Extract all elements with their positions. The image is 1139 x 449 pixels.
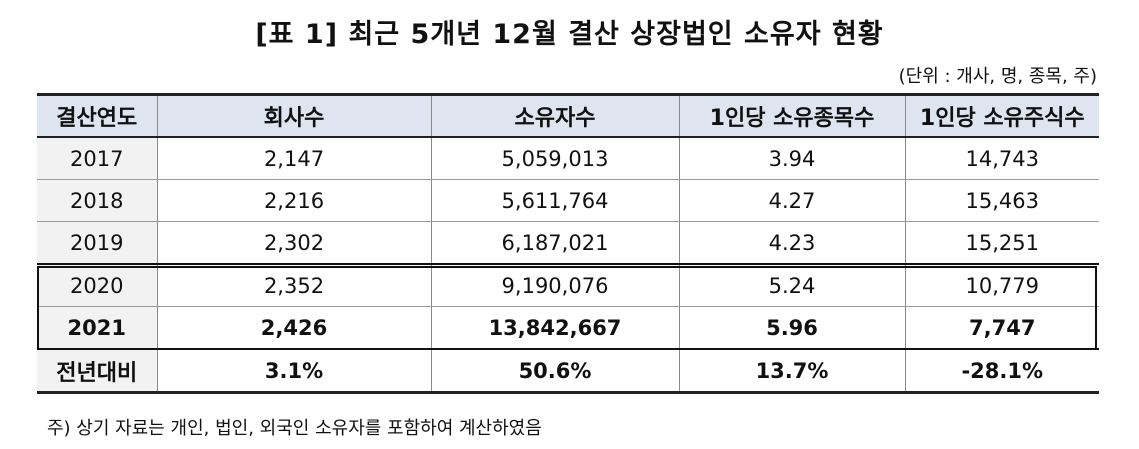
header-year: 결산연도: [37, 93, 158, 138]
cell-label: 전년대비: [37, 348, 158, 394]
cell-year: 2018: [37, 179, 158, 222]
table-row-highlight: 2021 2,426 13,842,667 5.96 7,747: [37, 306, 1099, 350]
unit-note: (단위 : 개사, 명, 종목, 주): [898, 66, 1097, 87]
cell-year: 2019: [37, 221, 158, 265]
cell-stocks-per-owner: 5.96: [678, 306, 906, 350]
table-row: 2017 2,147 5,059,013 3.94 14,743: [37, 136, 1099, 180]
header-shares-per-owner: 1인당 소유주식수: [904, 93, 1099, 138]
shareholder-table: 결산연도 회사수 소유자수 1인당 소유종목수 1인당 소유주식수 2017 2…: [37, 93, 1099, 394]
footnote: 주) 상기 자료는 개인, 법인, 외국인 소유자를 포함하여 계산하였음: [47, 418, 542, 439]
cell-companies: 2,216: [156, 179, 432, 222]
cell-stocks-per-owner: 3.94: [678, 136, 906, 180]
table-row: 2020 2,352 9,190,076 5.24 10,779: [37, 263, 1099, 307]
table-row: 2018 2,216 5,611,764 4.27 15,463: [37, 179, 1099, 222]
table-row: 2019 2,302 6,187,021 4.23 15,251: [37, 221, 1099, 265]
cell-companies: 2,352: [156, 263, 432, 307]
cell-owners: 6,187,021: [430, 221, 680, 265]
cell-stocks-per-owner: 13.7%: [678, 348, 906, 394]
cell-shares-per-owner: 14,743: [904, 136, 1099, 180]
cell-shares-per-owner: 10,779: [904, 263, 1099, 307]
table-row-yoy: 전년대비 3.1% 50.6% 13.7% -28.1%: [37, 348, 1099, 394]
cell-owners: 50.6%: [430, 348, 680, 394]
cell-stocks-per-owner: 5.24: [678, 263, 906, 307]
cell-companies: 3.1%: [156, 348, 432, 394]
header-row: 결산연도 회사수 소유자수 1인당 소유종목수 1인당 소유주식수: [37, 93, 1099, 138]
cell-shares-per-owner: 15,463: [904, 179, 1099, 222]
cell-year: 2017: [37, 136, 158, 180]
cell-companies: 2,147: [156, 136, 432, 180]
cell-companies: 2,302: [156, 221, 432, 265]
header-owners: 소유자수: [430, 93, 680, 138]
cell-companies: 2,426: [156, 306, 432, 350]
cell-year: 2020: [37, 263, 158, 307]
cell-year: 2021: [37, 306, 158, 350]
cell-owners: 9,190,076: [430, 263, 680, 307]
table-title: [표 1] 최근 5개년 12월 결산 상장법인 소유자 현황: [255, 19, 884, 50]
cell-stocks-per-owner: 4.23: [678, 221, 906, 265]
cell-owners: 13,842,667: [430, 306, 680, 350]
cell-shares-per-owner: 15,251: [904, 221, 1099, 265]
header-companies: 회사수: [156, 93, 432, 138]
header-stocks-per-owner: 1인당 소유종목수: [678, 93, 906, 138]
cell-stocks-per-owner: 4.27: [678, 179, 906, 222]
cell-shares-per-owner: -28.1%: [904, 348, 1099, 394]
cell-shares-per-owner: 7,747: [904, 306, 1099, 350]
cell-owners: 5,059,013: [430, 136, 680, 180]
cell-owners: 5,611,764: [430, 179, 680, 222]
